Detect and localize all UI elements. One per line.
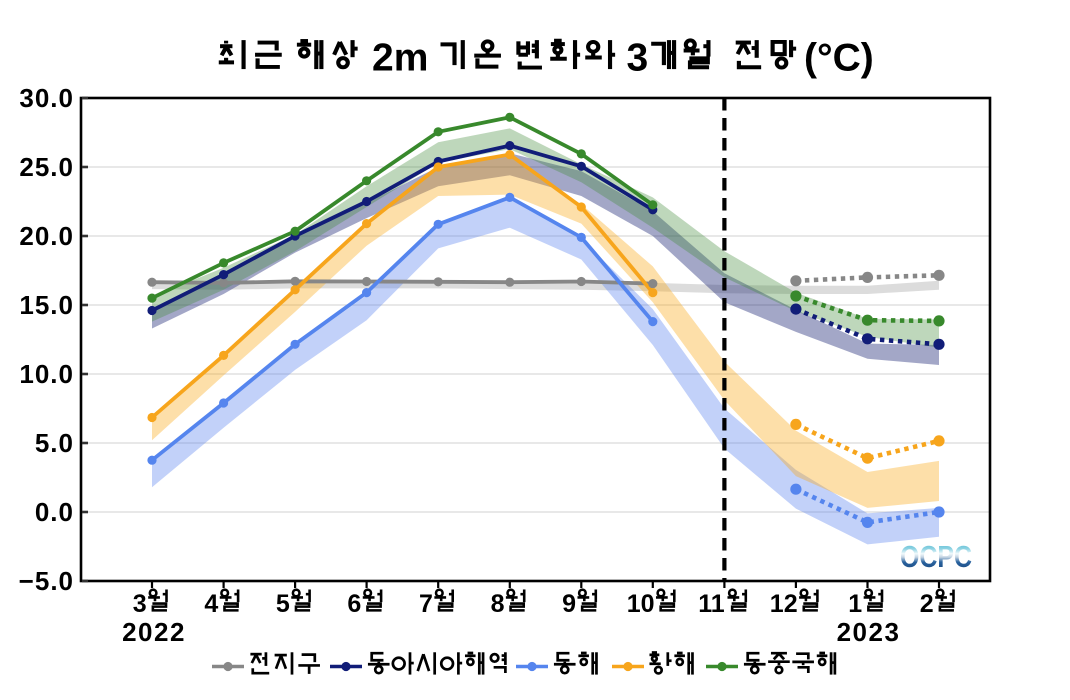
svg-text:2022: 2022 — [122, 617, 186, 647]
svg-text:4: 4 — [204, 590, 218, 618]
svg-text:3: 3 — [133, 590, 147, 618]
svg-text:2: 2 — [920, 590, 934, 618]
svg-text:8: 8 — [491, 590, 505, 618]
svg-text:20.0: 20.0 — [19, 221, 74, 251]
svg-text:−5.0: −5.0 — [19, 566, 74, 596]
svg-text:30.0: 30.0 — [19, 83, 74, 113]
svg-text:5.0: 5.0 — [35, 428, 74, 458]
svg-text:11: 11 — [698, 590, 725, 618]
svg-text:6: 6 — [347, 590, 361, 618]
svg-text:9: 9 — [562, 590, 576, 618]
svg-text:12: 12 — [770, 590, 798, 618]
svg-text:25.0: 25.0 — [19, 152, 74, 182]
svg-text:7: 7 — [419, 590, 433, 618]
svg-text:3: 3 — [627, 37, 649, 80]
svg-text:OCPC: OCPC — [900, 539, 972, 574]
svg-text:10: 10 — [627, 590, 655, 618]
svg-text:15.0: 15.0 — [19, 290, 74, 320]
svg-text:1: 1 — [848, 590, 862, 618]
svg-text:2m: 2m — [372, 37, 428, 80]
svg-text:2023: 2023 — [837, 617, 901, 647]
svg-text:0.0: 0.0 — [35, 497, 74, 527]
svg-text:(°C): (°C) — [804, 37, 874, 80]
svg-text:10.0: 10.0 — [19, 359, 74, 389]
svg-text:5: 5 — [276, 590, 290, 618]
